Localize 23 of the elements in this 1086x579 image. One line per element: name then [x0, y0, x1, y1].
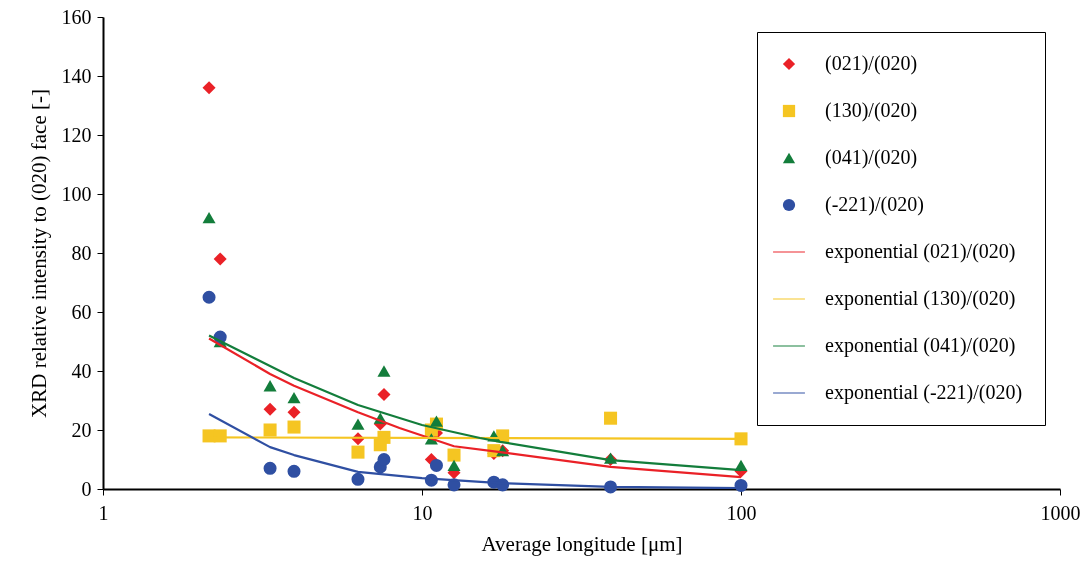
y-tick-label: 100: [61, 182, 92, 205]
x-tick-label: 100: [726, 501, 757, 524]
legend-label: exponential (130)/(020): [825, 287, 1016, 310]
legend-label: (041)/(020): [825, 146, 918, 169]
y-tick-label: 80: [71, 241, 92, 264]
y-tick-label: 40: [71, 359, 92, 382]
x-tick-label: 1: [98, 501, 109, 524]
y-tick-label: 140: [61, 64, 92, 87]
y-tick-label: 20: [71, 418, 92, 441]
x-axis-title: Average longitude [μm]: [481, 531, 683, 556]
y-tick-label: 160: [61, 5, 92, 28]
legend-label: exponential (041)/(020): [825, 334, 1016, 357]
y-tick-label: 120: [61, 123, 92, 146]
legend-label: (-221)/(020): [825, 193, 924, 216]
legend-label: exponential (-221)/(020): [825, 381, 1023, 404]
x-tick-label: 1000: [1040, 501, 1081, 524]
y-tick-label: 0: [81, 477, 92, 500]
legend-label: exponential (021)/(020): [825, 240, 1016, 263]
legend-label: (130)/(020): [825, 99, 918, 122]
y-axis-title: XRD relative intensity to (020) face [-]: [26, 89, 51, 418]
y-tick-label: 60: [71, 300, 92, 323]
x-tick-label: 10: [412, 501, 433, 524]
legend-label: (021)/(020): [825, 52, 918, 75]
